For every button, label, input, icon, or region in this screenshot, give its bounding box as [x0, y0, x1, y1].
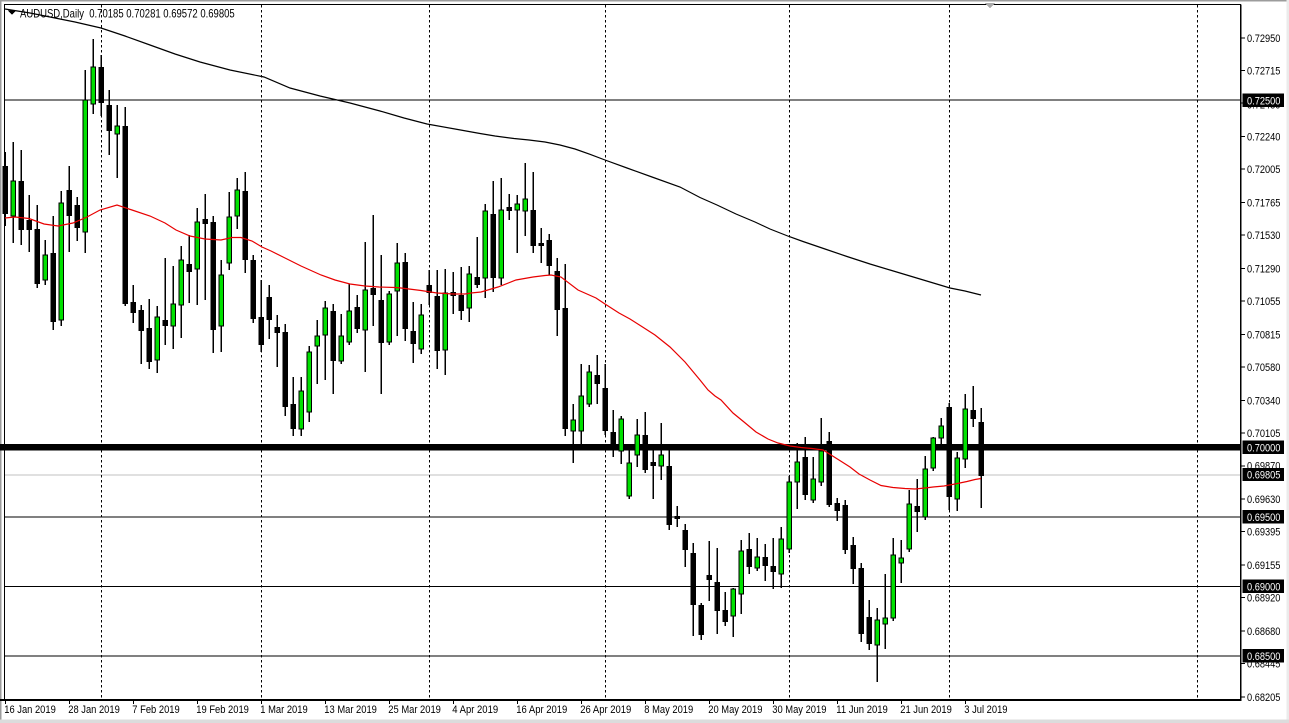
svg-text:0.72500: 0.72500 — [1247, 95, 1280, 107]
svg-text:8 May 2019: 8 May 2019 — [644, 704, 693, 716]
svg-text:0.70105: 0.70105 — [1247, 428, 1280, 440]
svg-text:1 Mar 2019: 1 Mar 2019 — [260, 704, 307, 716]
svg-text:0.69630: 0.69630 — [1247, 494, 1280, 506]
svg-text:19 Feb 2019: 19 Feb 2019 — [196, 704, 249, 716]
svg-text:3 Jul 2019: 3 Jul 2019 — [964, 704, 1007, 716]
svg-text:0.72240: 0.72240 — [1247, 131, 1280, 143]
svg-text:13 Mar 2019: 13 Mar 2019 — [324, 704, 377, 716]
svg-text:16 Jan 2019: 16 Jan 2019 — [4, 704, 56, 716]
svg-text:0.71055: 0.71055 — [1247, 296, 1280, 308]
svg-text:0.70580: 0.70580 — [1247, 362, 1280, 374]
svg-text:28 Jan 2019: 28 Jan 2019 — [68, 704, 120, 716]
svg-text:21 Jun 2019: 21 Jun 2019 — [900, 704, 952, 716]
svg-text:25 Mar 2019: 25 Mar 2019 — [388, 704, 441, 716]
svg-text:0.70815: 0.70815 — [1247, 329, 1280, 341]
svg-text:AUDUSD,Daily 0.70185 0.70281: AUDUSD,Daily 0.70185 0.70281 0.69572 0.6… — [20, 6, 235, 20]
svg-text:0.69805: 0.69805 — [1247, 470, 1280, 482]
svg-text:0.71765: 0.71765 — [1247, 197, 1280, 209]
svg-text:26 Apr 2019: 26 Apr 2019 — [580, 704, 631, 716]
svg-text:0.72950: 0.72950 — [1247, 33, 1280, 45]
svg-text:0.68920: 0.68920 — [1247, 593, 1280, 605]
svg-text:0.69000: 0.69000 — [1247, 582, 1280, 594]
svg-text:0.68500: 0.68500 — [1247, 651, 1280, 663]
svg-text:0.69155: 0.69155 — [1247, 560, 1280, 572]
svg-text:0.72005: 0.72005 — [1247, 164, 1280, 176]
svg-text:16 Apr 2019: 16 Apr 2019 — [516, 704, 567, 716]
svg-text:0.72715: 0.72715 — [1247, 66, 1280, 78]
svg-text:11 Jun 2019: 11 Jun 2019 — [836, 704, 888, 716]
svg-text:20 May 2019: 20 May 2019 — [708, 704, 762, 716]
svg-text:0.68680: 0.68680 — [1247, 626, 1280, 638]
svg-text:0.70000: 0.70000 — [1247, 443, 1280, 455]
svg-text:4 Apr 2019: 4 Apr 2019 — [452, 704, 498, 716]
svg-text:0.70340: 0.70340 — [1247, 395, 1280, 407]
svg-text:0.69395: 0.69395 — [1247, 527, 1280, 539]
svg-text:30 May 2019: 30 May 2019 — [772, 704, 826, 716]
svg-text:7 Feb 2019: 7 Feb 2019 — [132, 704, 179, 716]
svg-text:0.71530: 0.71530 — [1247, 230, 1280, 242]
svg-text:0.71290: 0.71290 — [1247, 263, 1280, 275]
svg-text:0.69500: 0.69500 — [1247, 512, 1280, 524]
svg-text:0.68205: 0.68205 — [1247, 692, 1280, 704]
